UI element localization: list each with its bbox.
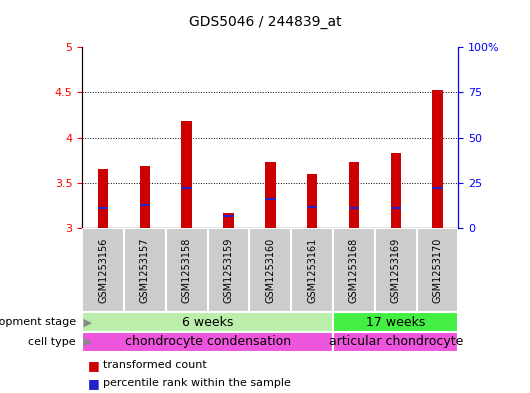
Text: GDS5046 / 244839_at: GDS5046 / 244839_at — [189, 15, 341, 29]
Bar — [139, 204, 150, 206]
Bar — [375, 228, 417, 312]
Text: GSM1253161: GSM1253161 — [307, 237, 317, 303]
Text: ■: ■ — [87, 376, 99, 390]
Bar — [223, 215, 234, 217]
Bar — [349, 207, 359, 209]
Text: GSM1253170: GSM1253170 — [432, 237, 443, 303]
Text: GSM1253169: GSM1253169 — [391, 237, 401, 303]
Text: ▶: ▶ — [80, 317, 92, 327]
Text: transformed count: transformed count — [103, 360, 207, 371]
Bar — [223, 213, 234, 228]
Bar — [417, 228, 458, 312]
Bar — [181, 121, 192, 228]
Bar — [265, 198, 276, 200]
Bar — [349, 162, 359, 228]
Bar — [333, 312, 458, 332]
Bar — [307, 174, 317, 228]
Text: percentile rank within the sample: percentile rank within the sample — [103, 378, 291, 388]
Text: GSM1253160: GSM1253160 — [266, 237, 275, 303]
Text: development stage: development stage — [0, 317, 80, 327]
Bar — [98, 207, 108, 209]
Text: cell type: cell type — [29, 337, 80, 347]
Bar — [82, 228, 124, 312]
Bar — [98, 169, 108, 228]
Bar — [208, 228, 250, 312]
Bar — [166, 228, 208, 312]
Bar — [265, 162, 276, 228]
Bar — [124, 228, 166, 312]
Bar — [432, 187, 443, 189]
Text: GSM1253158: GSM1253158 — [182, 237, 192, 303]
Text: GSM1253159: GSM1253159 — [224, 237, 234, 303]
Bar — [250, 228, 291, 312]
Bar — [291, 228, 333, 312]
Text: 6 weeks: 6 weeks — [182, 316, 233, 329]
Text: ■: ■ — [87, 359, 99, 372]
Text: 17 weeks: 17 weeks — [366, 316, 426, 329]
Bar — [82, 332, 333, 352]
Bar — [181, 187, 192, 189]
Bar — [82, 312, 333, 332]
Bar — [333, 228, 375, 312]
Text: articular chondrocyte: articular chondrocyte — [329, 335, 463, 349]
Text: GSM1253156: GSM1253156 — [98, 237, 108, 303]
Text: ▶: ▶ — [80, 337, 92, 347]
Text: GSM1253157: GSM1253157 — [140, 237, 150, 303]
Bar — [432, 90, 443, 228]
Bar — [391, 207, 401, 209]
Text: GSM1253168: GSM1253168 — [349, 237, 359, 303]
Text: chondrocyte condensation: chondrocyte condensation — [125, 335, 290, 349]
Bar — [333, 332, 458, 352]
Bar — [139, 167, 150, 228]
Bar — [391, 153, 401, 228]
Bar — [307, 206, 317, 208]
